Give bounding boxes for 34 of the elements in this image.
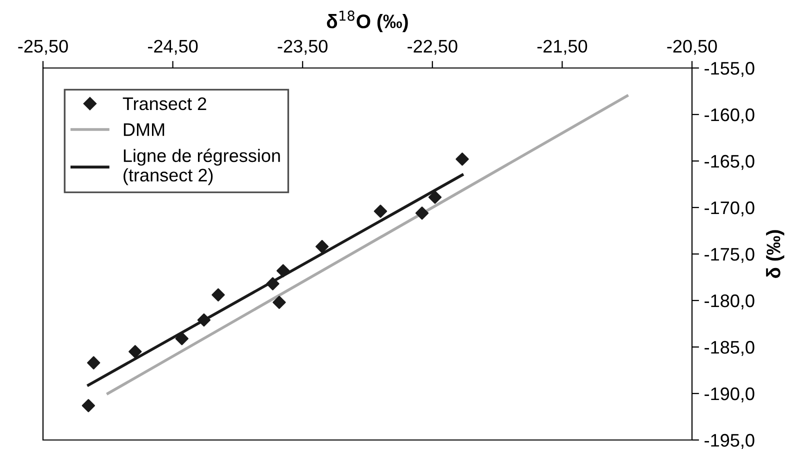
y-tick-label: -185,0 — [704, 340, 754, 356]
y-tick-label: -155,0 — [704, 62, 754, 77]
y-tick-label: -160,0 — [704, 108, 754, 124]
y-tick-label: -165,0 — [704, 154, 754, 170]
point — [82, 399, 96, 412]
point — [415, 206, 429, 220]
point — [456, 152, 469, 166]
x-axis-title: δ$^{18}$O (‰) — [326, 10, 408, 32]
point — [197, 313, 211, 327]
point — [428, 190, 442, 204]
x-tick-label: -25,50 — [18, 40, 68, 55]
y-tick-label: -180,0 — [704, 294, 754, 310]
point — [272, 296, 286, 309]
legend-label: Ligne de régression (transect 2) — [124, 148, 280, 186]
point — [175, 332, 188, 346]
point — [374, 204, 388, 218]
y-axis-title: δ (‰) — [766, 230, 784, 278]
y-tick-label: -175,0 — [704, 248, 754, 263]
point — [276, 264, 290, 278]
x-tick-label: -24,50 — [148, 40, 198, 55]
x-tick-label: -20,50 — [667, 40, 717, 55]
x-tick-label: -22,50 — [408, 40, 458, 55]
legend-label: Transect 2 — [122, 97, 206, 110]
point — [315, 240, 329, 254]
point — [266, 277, 280, 290]
point — [87, 356, 100, 370]
y-tick-label: -190,0 — [704, 387, 754, 402]
point — [128, 345, 142, 358]
x-tick-label: -23,50 — [278, 40, 328, 55]
y-tick-label: -195,0 — [704, 434, 754, 449]
legend-label: DMM — [124, 123, 164, 136]
y-tick-label: -170,0 — [704, 201, 754, 216]
x-tick-label: -21,50 — [537, 40, 588, 55]
point — [212, 288, 225, 302]
